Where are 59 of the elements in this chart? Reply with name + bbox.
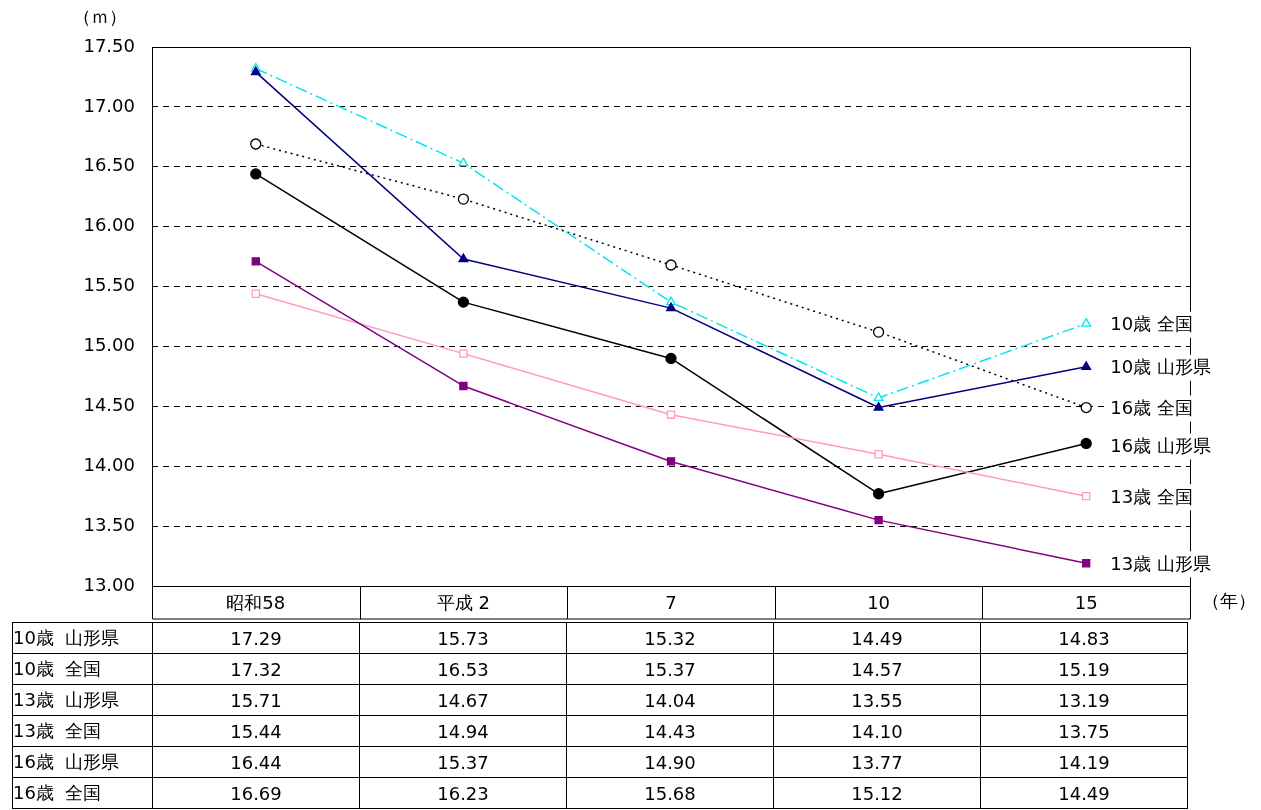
series-label: 13歳 全国 (1110, 485, 1193, 507)
y-tick-label: 16.00 (83, 214, 135, 236)
data-label: 14.19 (980, 746, 1188, 778)
data-label: 15.73 (359, 622, 567, 654)
data-label: 13.75 (980, 715, 1188, 747)
data-label: 15.71 (152, 684, 360, 716)
series-label: 16歳 山形県 (1110, 435, 1211, 457)
data-label: 14.10 (773, 715, 981, 747)
data-label: 15.19 (980, 653, 1188, 685)
y-tick-label: 15.50 (83, 274, 135, 296)
data-label: 14.04 (566, 684, 774, 716)
data-label: 16.44 (152, 746, 360, 778)
data-label: 14.94 (359, 715, 567, 747)
data-label: 15.32 (566, 622, 774, 654)
x-tick-label: 平成 2 (436, 592, 490, 614)
data-label: 16.69 (152, 777, 360, 809)
data-label: 15.37 (566, 653, 774, 685)
y-tick-label: 13.50 (83, 513, 135, 535)
data-label: 15.12 (773, 777, 981, 809)
x-tick-label: 15 (1074, 592, 1098, 614)
y-tick-label: 16.50 (83, 154, 135, 176)
text: 10歳 山形県 (13, 627, 120, 648)
data-label: 14.90 (566, 746, 774, 778)
text: 13歳 全国 (13, 720, 102, 741)
text: 13歳 山形県 (13, 689, 120, 710)
data-label: 17.32 (152, 653, 360, 685)
data-label: 15.68 (566, 777, 774, 809)
text: 16歳 山形県 (13, 751, 120, 772)
data-label: 14.49 (773, 622, 981, 654)
series-label: 13歳 山形県 (1110, 552, 1211, 574)
data-label: 14.49 (980, 777, 1188, 809)
data-label: 13.77 (773, 746, 981, 778)
series-label: 10歳 山形県 (1110, 356, 1211, 378)
text: 10歳 全国 (13, 658, 102, 679)
y-axis-title: （ｍ） (73, 5, 127, 27)
y-tick-label: 14.00 (83, 453, 135, 475)
data-label: 14.57 (773, 653, 981, 685)
data-label: 14.43 (566, 715, 774, 747)
data-label: 17.29 (152, 622, 360, 654)
x-tick-label: 昭和58 (226, 592, 286, 614)
y-tick-label: 13.00 (83, 573, 135, 595)
y-tick-label: 17.00 (83, 94, 135, 116)
y-tick-label: 17.50 (83, 34, 135, 56)
data-label: 16.53 (359, 653, 567, 685)
text: 16歳 全国 (13, 782, 102, 803)
y-tick-label: 15.00 (83, 334, 135, 356)
data-label: 14.67 (359, 684, 567, 716)
data-label: 13.19 (980, 684, 1188, 716)
x-tick-label: 7 (665, 592, 677, 614)
data-label: 15.37 (359, 746, 567, 778)
x-tick-label: 10 (867, 592, 891, 614)
series-label: 16歳 全国 (1110, 397, 1193, 419)
data-label: 16.23 (359, 777, 567, 809)
data-label: 15.44 (152, 715, 360, 747)
y-tick-label: 14.50 (83, 394, 135, 416)
x-axis-title: （年） (1202, 590, 1256, 612)
data-label: 13.55 (773, 684, 981, 716)
series-label: 10歳 全国 (1110, 313, 1193, 335)
data-label: 14.83 (980, 622, 1188, 654)
